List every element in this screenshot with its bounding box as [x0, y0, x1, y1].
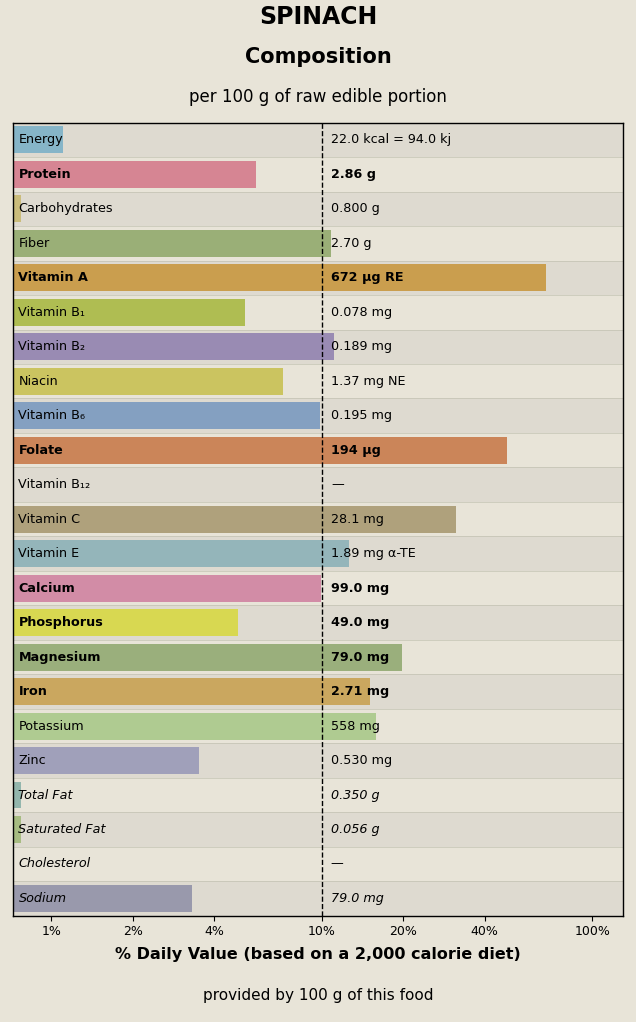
Text: 0.350 g: 0.350 g	[331, 789, 380, 801]
Bar	[13, 709, 623, 743]
Text: Vitamin C: Vitamin C	[18, 513, 81, 525]
Text: Phosphorus: Phosphorus	[18, 616, 103, 630]
Text: 99.0 mg: 99.0 mg	[331, 582, 389, 595]
Text: Vitamin B₁: Vitamin B₁	[18, 306, 85, 319]
Text: —: —	[331, 857, 343, 871]
Text: Niacin: Niacin	[18, 375, 59, 387]
Bar	[13, 160, 256, 188]
Text: 0.189 mg: 0.189 mg	[331, 340, 392, 354]
Bar	[13, 195, 20, 223]
Text: Vitamin A: Vitamin A	[18, 271, 88, 284]
Bar	[13, 436, 508, 464]
Text: Iron: Iron	[18, 685, 47, 698]
Bar	[13, 364, 623, 399]
Text: Potassium: Potassium	[18, 719, 84, 733]
Text: 1.37 mg NE: 1.37 mg NE	[331, 375, 405, 387]
Bar	[13, 265, 546, 291]
Text: 2.70 g: 2.70 g	[331, 237, 371, 249]
Text: SPINACH: SPINACH	[259, 5, 377, 29]
Text: provided by 100 g of this food: provided by 100 g of this food	[203, 988, 433, 1004]
Bar	[13, 295, 623, 329]
Bar	[13, 433, 623, 467]
Text: 79.0 mg: 79.0 mg	[331, 651, 389, 663]
Text: Vitamin E: Vitamin E	[18, 547, 80, 560]
Text: 558 mg: 558 mg	[331, 719, 380, 733]
Text: —: —	[331, 478, 343, 492]
Bar	[13, 605, 623, 640]
Bar	[13, 403, 319, 429]
Text: 0.530 mg: 0.530 mg	[331, 754, 392, 768]
Text: 79.0 mg: 79.0 mg	[331, 892, 384, 904]
Text: Vitamin B₂: Vitamin B₂	[18, 340, 86, 354]
Bar	[13, 502, 623, 537]
Bar	[13, 298, 245, 326]
Bar	[13, 123, 623, 157]
Bar	[13, 847, 623, 881]
Text: Total Fat: Total Fat	[18, 789, 73, 801]
Bar	[13, 506, 455, 532]
Bar	[13, 812, 623, 847]
Text: Saturated Fat: Saturated Fat	[18, 823, 106, 836]
Bar	[13, 226, 623, 261]
Text: 2.86 g: 2.86 g	[331, 168, 376, 181]
Bar	[13, 333, 334, 360]
Bar	[13, 644, 402, 670]
Bar	[13, 399, 623, 433]
Bar	[13, 191, 623, 226]
Text: Composition: Composition	[245, 47, 391, 66]
Text: 0.056 g: 0.056 g	[331, 823, 380, 836]
Bar	[13, 368, 283, 394]
Text: 194 μg: 194 μg	[331, 444, 381, 457]
Bar	[13, 574, 321, 602]
Bar	[13, 778, 623, 812]
Text: Sodium: Sodium	[18, 892, 66, 904]
Text: Cholesterol: Cholesterol	[18, 857, 90, 871]
Text: Carbohydrates: Carbohydrates	[18, 202, 113, 216]
Bar	[13, 467, 623, 502]
Bar	[13, 127, 62, 153]
Bar	[13, 640, 623, 675]
Text: Protein: Protein	[18, 168, 71, 181]
Bar	[13, 675, 623, 709]
Text: Energy: Energy	[18, 134, 63, 146]
Text: 0.195 mg: 0.195 mg	[331, 409, 392, 422]
Bar	[13, 571, 623, 605]
Bar	[13, 712, 377, 740]
Bar	[13, 329, 623, 364]
Bar	[13, 885, 191, 912]
Text: Fiber: Fiber	[18, 237, 50, 249]
Bar	[13, 609, 238, 636]
Text: Magnesium: Magnesium	[18, 651, 101, 663]
Text: 1.89 mg α-TE: 1.89 mg α-TE	[331, 547, 416, 560]
Text: Vitamin B₁₂: Vitamin B₁₂	[18, 478, 91, 492]
Bar	[13, 816, 20, 843]
Text: Vitamin B₆: Vitamin B₆	[18, 409, 85, 422]
Text: Zinc: Zinc	[18, 754, 46, 768]
Text: 49.0 mg: 49.0 mg	[331, 616, 389, 630]
Text: 0.800 g: 0.800 g	[331, 202, 380, 216]
Text: 22.0 kcal = 94.0 kj: 22.0 kcal = 94.0 kj	[331, 134, 451, 146]
Bar	[13, 541, 349, 567]
Text: per 100 g of raw edible portion: per 100 g of raw edible portion	[189, 88, 447, 106]
Bar	[13, 230, 331, 257]
Bar	[13, 782, 20, 808]
Bar	[13, 743, 623, 778]
Bar	[13, 881, 623, 916]
Bar	[13, 157, 623, 191]
Text: % Daily Value (based on a 2,000 calorie diet): % Daily Value (based on a 2,000 calorie …	[115, 946, 521, 962]
Bar	[13, 537, 623, 571]
Text: 0.078 mg: 0.078 mg	[331, 306, 392, 319]
Text: 28.1 mg: 28.1 mg	[331, 513, 384, 525]
Text: 672 μg RE: 672 μg RE	[331, 271, 403, 284]
Text: 2.71 mg: 2.71 mg	[331, 685, 389, 698]
Bar	[13, 679, 370, 705]
Text: Folate: Folate	[18, 444, 63, 457]
Bar	[13, 747, 198, 774]
Bar	[13, 261, 623, 295]
Text: Calcium: Calcium	[18, 582, 75, 595]
